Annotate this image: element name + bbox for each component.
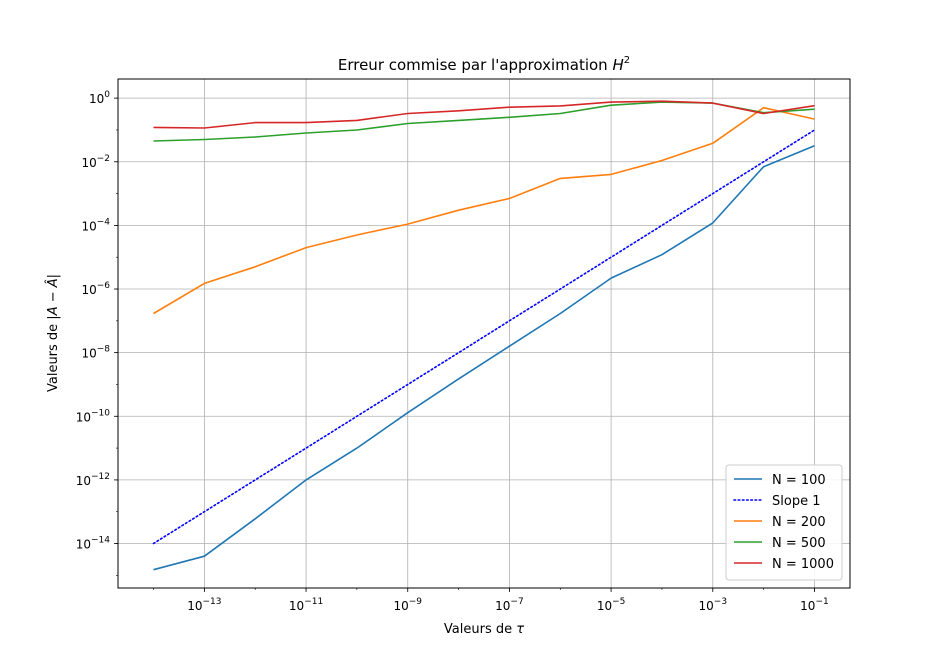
x-tick-label: 10−3: [699, 597, 728, 613]
y-tick-label: 10−8: [81, 345, 110, 361]
y-axis: 100 10−2 10−4 10−6 10−8 10−10 10−12 10−14: [76, 90, 118, 576]
series-line-3: [153, 106, 815, 315]
x-tick-label: 10−7: [495, 597, 524, 613]
legend-label: N = 1000: [772, 557, 834, 572]
y-tick-label: 10−14: [76, 536, 111, 552]
x-axis: 10−13 10−11 10−9 10−7 10−5 10−3 10−1: [153, 588, 829, 613]
y-tick-label: 10−2: [81, 154, 110, 170]
y-tick-label: 100: [89, 90, 110, 106]
series-line-2: [152, 129, 816, 545]
chart-title: Erreur commise par l'approximation H2: [338, 55, 630, 74]
y-tick-label: 10−10: [76, 408, 111, 424]
legend-label: N = 100: [772, 473, 826, 488]
x-tick-label: 10−13: [187, 597, 221, 613]
y-tick-label: 10−12: [76, 472, 110, 488]
plot-frame: [117, 78, 851, 589]
legend-label: N = 500: [772, 536, 826, 551]
legend-box: [725, 464, 843, 581]
x-tick-label: 10−5: [597, 597, 626, 613]
x-tick-label: 10−9: [393, 597, 422, 613]
x-axis-label: Valeurs de τ: [444, 622, 524, 637]
y-tick-label: 10−4: [81, 217, 110, 233]
legend-label: N = 200: [772, 515, 826, 530]
y-axis-label: Valeurs de |A − Â|: [45, 274, 61, 392]
y-tick-label: 10−6: [81, 281, 110, 297]
series-layer: [152, 100, 816, 571]
series-line-1: [153, 144, 815, 571]
series-line-5: [153, 100, 815, 129]
legend: N = 100 Slope 1 N = 200 N = 500 N = 1000: [725, 464, 843, 581]
x-tick-label: 10−1: [800, 597, 829, 613]
x-tick-label: 10−11: [289, 597, 323, 613]
legend-label: Slope 1: [772, 494, 820, 509]
grid-lines: [118, 79, 850, 588]
